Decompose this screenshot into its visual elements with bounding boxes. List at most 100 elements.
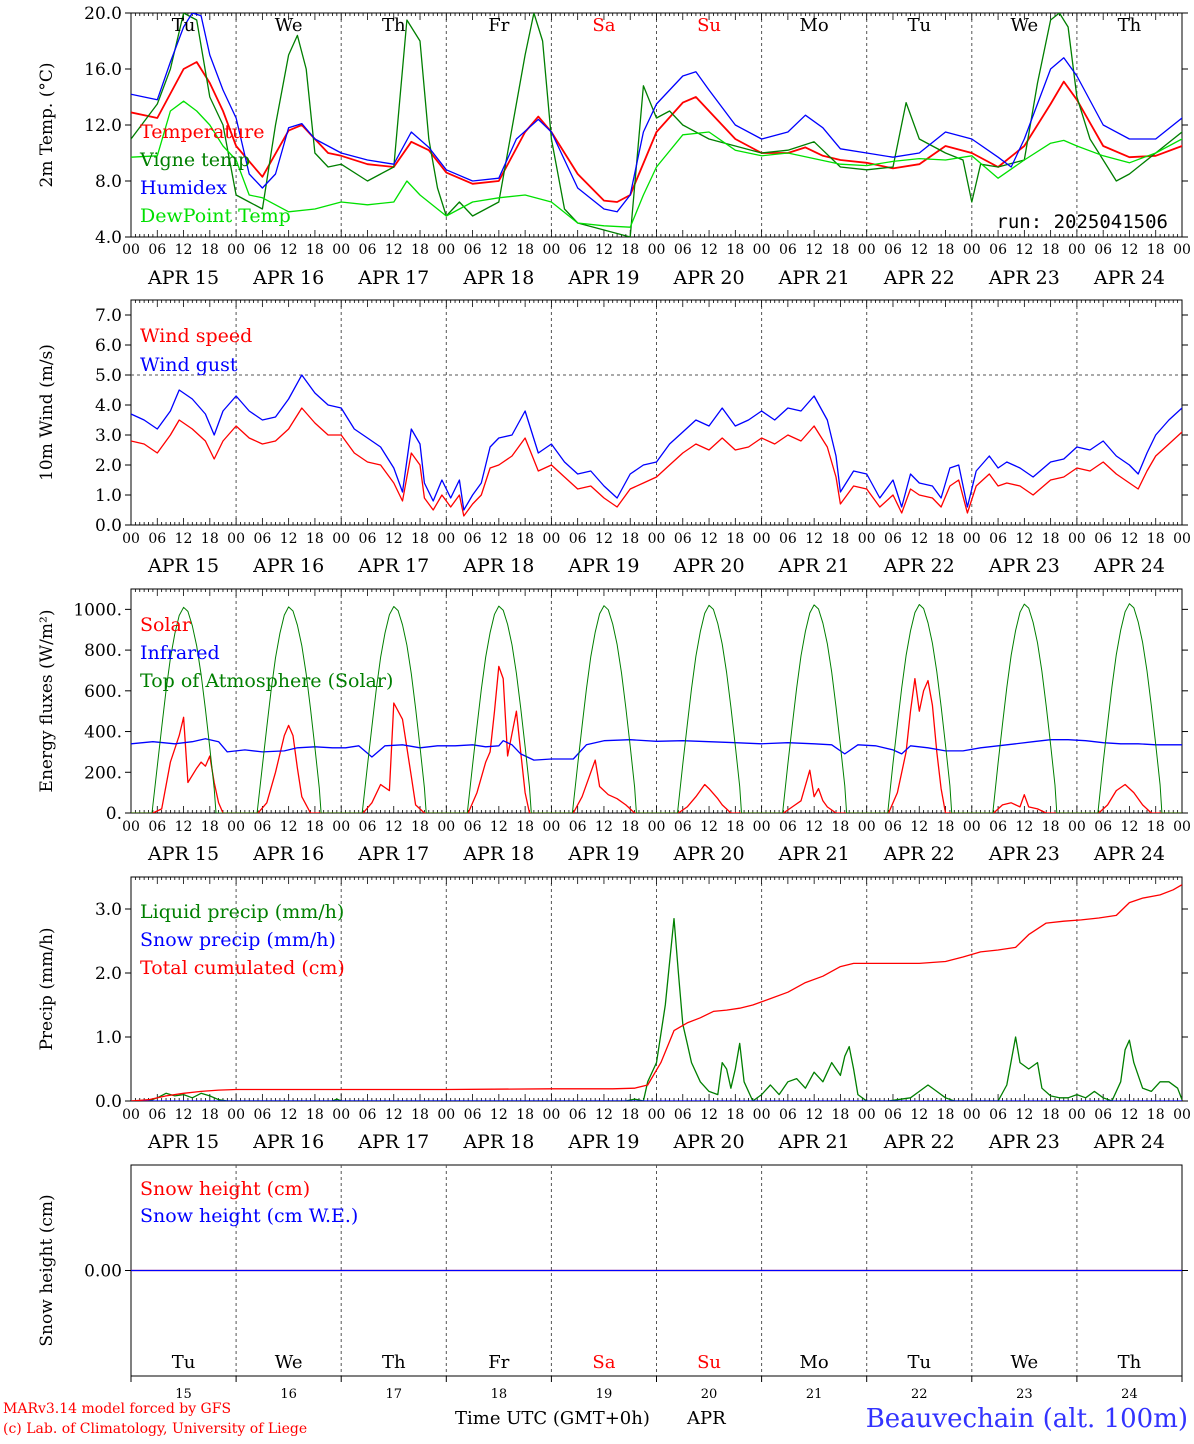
date-label: APR 21: [778, 1131, 850, 1153]
day-name-label: Sa: [592, 15, 615, 36]
hour-tick-label: 06: [464, 531, 482, 547]
plot-frame: [130, 588, 1183, 814]
hour-tick-label: 00: [1068, 531, 1086, 547]
hour-tick-label: 12: [490, 531, 508, 547]
hour-tick-label: 12: [1121, 242, 1139, 258]
hour-tick-label: 18: [726, 242, 744, 258]
hour-tick-label: 12: [280, 1107, 298, 1123]
hour-tick-label: 18: [516, 242, 534, 258]
hour-tick-label: 12: [700, 531, 718, 547]
hour-tick-label: 12: [1015, 819, 1033, 835]
series-group: [131, 13, 1182, 237]
hour-tick-label: 06: [989, 242, 1007, 258]
date-label: APR 15: [147, 843, 219, 865]
date-label: APR 17: [357, 843, 429, 865]
date-label: APR 16: [252, 1131, 324, 1153]
hour-tick-label: 06: [884, 531, 902, 547]
legend-entry: Vigne temp: [139, 149, 250, 171]
day-name-label: Tu: [907, 1352, 931, 1373]
y-axis-label: Precip (mm/h): [37, 927, 57, 1050]
day-number-label: 19: [596, 1387, 613, 1402]
hour-tick-label: 00: [1173, 531, 1191, 547]
chart-panel-3: 0. 200. 400. 600. 800. 1000. Energy fluxes (W/…: [37, 588, 1191, 865]
hour-tick-label: 06: [1094, 242, 1112, 258]
hour-tick-label: 12: [490, 242, 508, 258]
hour-tick-label: 06: [674, 531, 692, 547]
legend-entry: Solar: [140, 614, 192, 636]
y-tick-label: 2.0: [95, 964, 122, 984]
hour-tick-label: 18: [1042, 819, 1060, 835]
date-label: APR 17: [357, 267, 429, 289]
hour-tick-label: 06: [253, 819, 271, 835]
hour-tick-label: 00: [542, 1107, 560, 1123]
y-tick-label: 3.0: [95, 900, 122, 920]
hour-tick-label: 00: [542, 531, 560, 547]
hour-tick-label: 12: [595, 1107, 613, 1123]
hour-tick-label: 12: [175, 1107, 193, 1123]
day-name-label: We: [275, 15, 303, 36]
date-label: APR 16: [252, 843, 324, 865]
hour-tick-label: 06: [674, 242, 692, 258]
hour-tick-label: 12: [1015, 531, 1033, 547]
hour-tick-label: 06: [779, 531, 797, 547]
hour-tick-label: 00: [648, 531, 666, 547]
hour-tick-label: 06: [569, 819, 587, 835]
hour-tick-label: 12: [280, 242, 298, 258]
hour-tick-label: 12: [385, 819, 403, 835]
hour-tick-label: 12: [385, 242, 403, 258]
hour-tick-label: 06: [989, 1107, 1007, 1123]
day-name-label: Th: [1118, 15, 1142, 36]
hour-tick-label: 18: [201, 531, 219, 547]
y-tick-label: 16.0: [84, 60, 122, 80]
date-label: APR 23: [988, 555, 1060, 577]
hour-tick-label: 00: [227, 531, 245, 547]
y-tick-label: 5.0: [95, 366, 122, 386]
hour-tick-label: 00: [437, 819, 455, 835]
hour-tick-label: 00: [227, 1107, 245, 1123]
hour-tick-label: 18: [621, 242, 639, 258]
day-number-label: 18: [491, 1387, 508, 1402]
day-name-label: Mo: [800, 1352, 829, 1373]
date-label: APR 18: [462, 1131, 534, 1153]
series-line-temperature: [131, 61, 1182, 203]
date-label: APR 15: [147, 1131, 219, 1153]
hour-tick-label: 06: [464, 242, 482, 258]
date-label: APR 24: [1093, 267, 1165, 289]
hour-tick-label: 12: [490, 1107, 508, 1123]
y-tick-label: 6.0: [95, 336, 122, 356]
hour-tick-label: 00: [122, 242, 140, 258]
hour-tick-label: 00: [1068, 242, 1086, 258]
hour-tick-label: 12: [910, 819, 928, 835]
hour-tick-label: 18: [1042, 1107, 1060, 1123]
y-tick-label: 20.0: [84, 4, 122, 24]
series-line-infrared: [131, 738, 1182, 761]
date-label: APR 21: [778, 555, 850, 577]
day-name-label: Fr: [488, 1352, 509, 1373]
hour-tick-label: 00: [122, 1107, 140, 1123]
hour-tick-label: 00: [858, 531, 876, 547]
hour-tick-label: 00: [542, 819, 560, 835]
credit-line-1: MARv3.14 model forced by GFS: [3, 1401, 231, 1417]
hour-tick-label: 06: [884, 242, 902, 258]
legend-entry: Infrared: [140, 642, 220, 664]
day-name-label: Su: [697, 1352, 721, 1373]
hour-tick-label: 12: [910, 531, 928, 547]
legend-entry: Humidex: [140, 177, 227, 199]
hour-tick-label: 06: [148, 531, 166, 547]
hour-tick-label: 18: [516, 531, 534, 547]
day-name-label: We: [1011, 1352, 1039, 1373]
series-line-solar: [131, 665, 1182, 813]
hour-tick-label: 00: [753, 242, 771, 258]
hour-tick-label: 06: [884, 1107, 902, 1123]
date-label: APR 16: [252, 267, 324, 289]
hour-tick-label: 00: [332, 242, 350, 258]
hour-tick-label: 06: [253, 1107, 271, 1123]
hour-tick-label: 00: [858, 819, 876, 835]
y-axis-label: 2m Temp. (°C): [37, 62, 57, 187]
date-label: APR 19: [567, 1131, 639, 1153]
hour-tick-label: 00: [753, 1107, 771, 1123]
series-line-top-of-atmosphere-solar: [131, 603, 1182, 813]
legend-entry: Snow precip (mm/h): [140, 929, 336, 951]
hour-tick-label: 06: [359, 1107, 377, 1123]
